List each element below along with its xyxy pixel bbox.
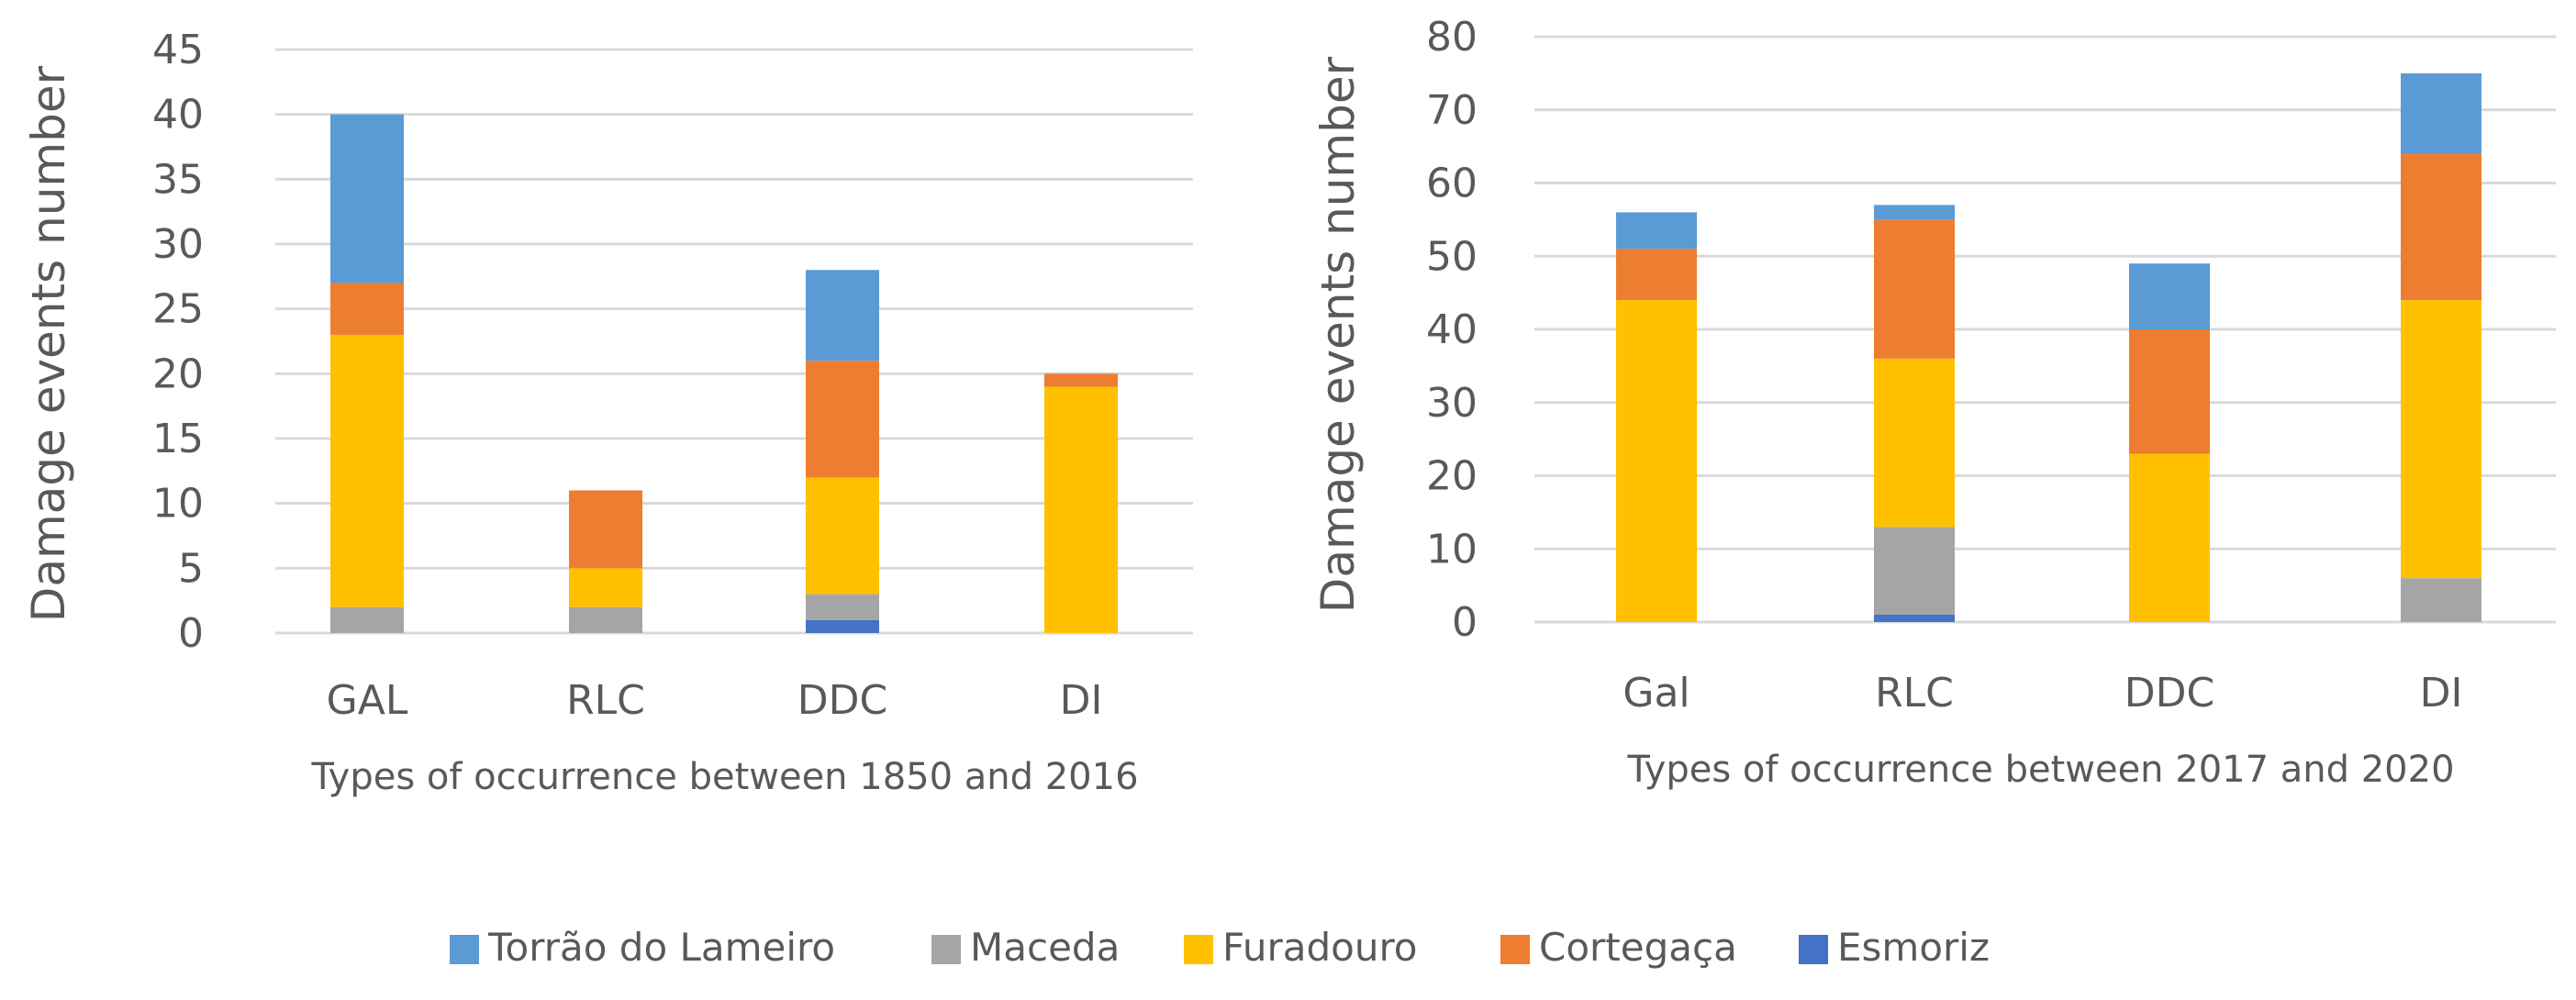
y-tick-labels: 0 5 10 15 20 25 30 35 40 45 (152, 27, 204, 657)
legend-label-maceda: Maceda (970, 925, 1120, 970)
bar-segment-cortega-a-di (2401, 153, 2481, 301)
bar-segment-cortega-a-gal (1616, 249, 1697, 301)
grid-lines (275, 48, 1193, 635)
bar-segment-furadouro-ddc (2129, 453, 2210, 622)
y-tick-label: 0 (1452, 599, 1478, 646)
y-tick-label: 70 (1426, 87, 1478, 134)
y-tick-label: 0 (178, 610, 204, 657)
bar-segment-furadouro-gal (1616, 300, 1697, 622)
legend-swatch-cortega-a (1500, 935, 1530, 964)
x-category-label: Gal (1623, 670, 1689, 717)
bar-segment-torr-o-do-lameiro-gal (330, 114, 404, 283)
bar-segment-maceda-di (2401, 578, 2481, 622)
chart-1850-2016: 0 5 10 15 20 25 30 35 40 45 GAL RLC DDC DI Damage ev… (22, 27, 1193, 798)
bar-segment-furadouro-gal (330, 334, 404, 607)
bar-segment-torr-o-do-lameiro-di (2401, 72, 2481, 154)
x-axis-title: Types of occurrence between 1850 and 201… (310, 756, 1138, 798)
legend-label-torr-o-do-lameiro: Torrão do Lameiro (487, 925, 835, 970)
y-tick-label: 40 (152, 92, 204, 139)
bar-segment-cortega-a-gal (330, 283, 404, 335)
bars (1616, 72, 2481, 622)
bar-segment-cortega-a-di (1044, 373, 1118, 387)
y-tick-label: 10 (152, 481, 204, 528)
bar-segment-maceda-ddc (806, 594, 879, 620)
bar-segment-torr-o-do-lameiro-ddc (2129, 263, 2210, 329)
x-category-label: GAL (327, 677, 408, 724)
bar-segment-esmoriz-ddc (806, 619, 879, 633)
y-tick-label: 25 (152, 286, 204, 333)
legend-swatch-torr-o-do-lameiro (450, 935, 479, 964)
legend-label-cortega-a: Cortegaça (1539, 925, 1737, 970)
bar-segment-cortega-a-rlc (569, 490, 642, 569)
y-axis-title: Damage events number (22, 65, 75, 622)
y-tick-label: 40 (1426, 306, 1478, 353)
bar-segment-furadouro-di (1044, 386, 1118, 633)
y-tick-label: 10 (1426, 526, 1478, 572)
y-tick-label: 20 (152, 350, 204, 397)
legend-swatch-maceda (931, 935, 961, 964)
bar-segment-furadouro-rlc (569, 568, 642, 607)
y-tick-label: 45 (152, 27, 204, 73)
bar-segment-esmoriz-rlc (1874, 615, 1955, 622)
y-tick-label: 60 (1426, 161, 1478, 207)
bar-segment-cortega-a-ddc (2129, 329, 2210, 454)
y-tick-label: 15 (152, 416, 204, 462)
bar-segment-cortega-a-ddc (806, 361, 879, 478)
legend-label-esmoriz: Esmoriz (1837, 925, 1990, 970)
y-tick-label: 30 (1426, 380, 1478, 427)
y-axis-title: Damage events number (1311, 56, 1365, 613)
legend-swatch-esmoriz (1799, 935, 1828, 964)
legend-swatch-furadouro (1184, 935, 1213, 964)
bar-segment-torr-o-do-lameiro-rlc (1874, 205, 1955, 220)
x-category-label: DI (2420, 670, 2463, 717)
x-category-labels: GAL RLC DDC DI (327, 677, 1103, 724)
y-tick-label: 35 (152, 156, 204, 203)
bar-segment-maceda-rlc (1874, 527, 1955, 616)
bar-segment-cortega-a-rlc (1874, 219, 1955, 359)
bar-segment-furadouro-rlc (1874, 358, 1955, 528)
x-category-label: DDC (2124, 670, 2214, 717)
y-tick-label: 80 (1426, 14, 1478, 61)
grid-lines (1534, 35, 2556, 624)
bar-segment-maceda-rlc (569, 606, 642, 633)
x-category-label: RLC (1875, 670, 1954, 717)
bars (330, 114, 1118, 633)
bar-segment-furadouro-di (2401, 300, 2481, 579)
bar-segment-torr-o-do-lameiro-ddc (806, 270, 879, 361)
legend: Torrão do Lameiro Maceda Furadouro Cortegaç… (450, 925, 1990, 970)
x-category-label: DDC (797, 677, 887, 724)
y-tick-label: 20 (1426, 453, 1478, 500)
bar-segment-maceda-gal (330, 606, 404, 633)
x-category-label: RLC (566, 677, 645, 724)
x-axis-title: Types of occurrence between 2017 and 202… (1626, 749, 2454, 791)
x-category-labels: Gal RLC DDC DI (1623, 670, 2462, 717)
chart-2017-2020: 0 10 20 30 40 50 60 70 80 Gal RLC DDC DI Damage eve… (1311, 14, 2556, 791)
bar-segment-torr-o-do-lameiro-gal (1616, 212, 1697, 250)
y-tick-label: 50 (1426, 233, 1478, 280)
legend-label-furadouro: Furadouro (1222, 925, 1418, 970)
x-category-label: DI (1060, 677, 1103, 724)
y-tick-labels: 0 10 20 30 40 50 60 70 80 (1426, 14, 1478, 646)
bar-segment-furadouro-ddc (806, 477, 879, 594)
y-tick-label: 5 (178, 545, 204, 592)
y-tick-label: 30 (152, 221, 204, 268)
